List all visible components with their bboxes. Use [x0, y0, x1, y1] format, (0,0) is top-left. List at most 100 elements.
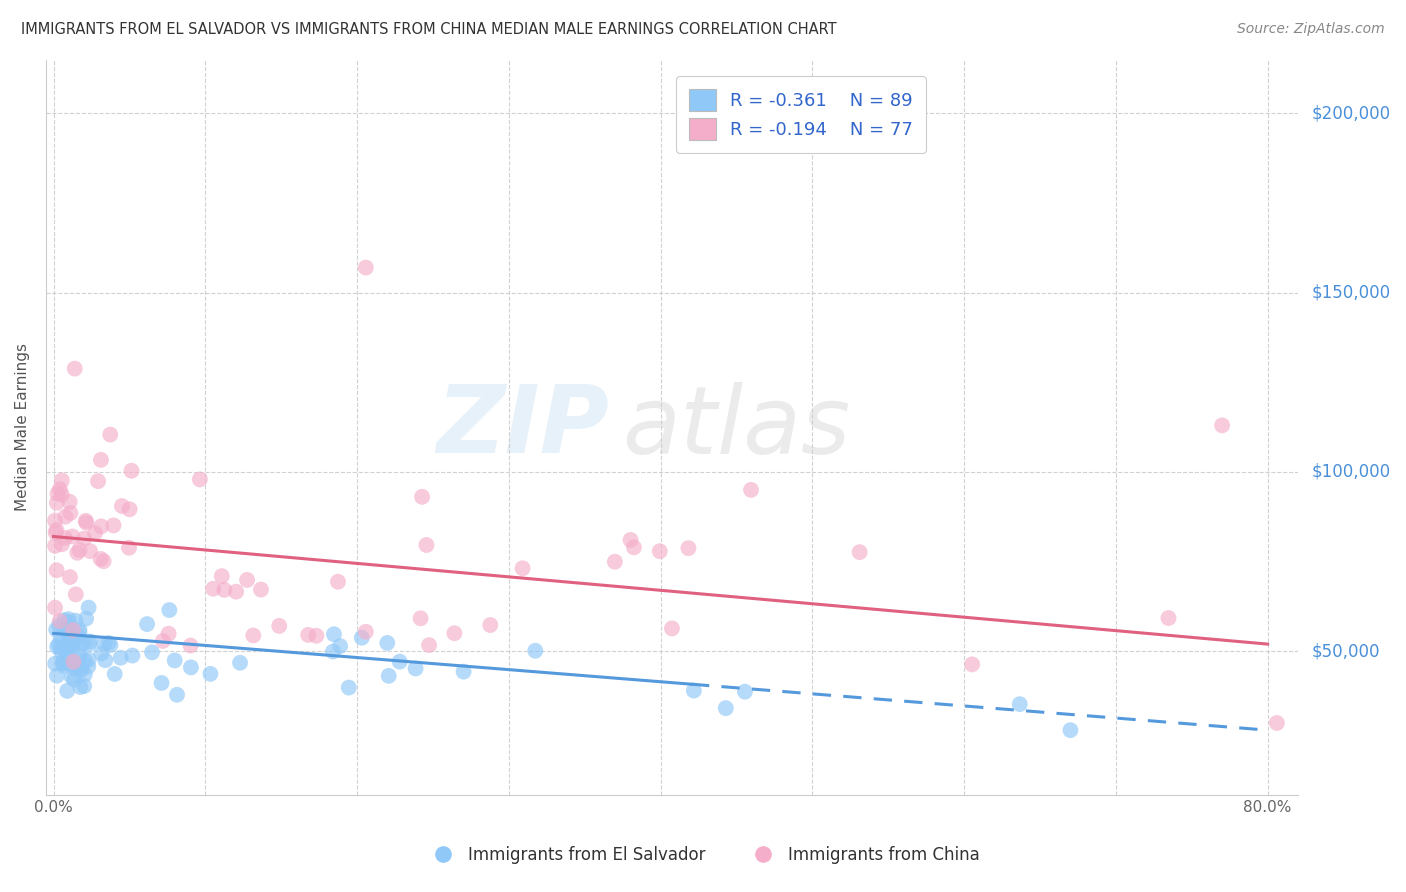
- Point: [58, 640, 80, 654]
- Point: [52, 655, 75, 669]
- Point: [150, 676, 173, 690]
- Point: [53, 613, 76, 627]
- Point: [51, 488, 73, 502]
- Point: [73, 679, 96, 693]
- Point: [180, 660, 202, 674]
- Point: [94, 653, 117, 667]
- Point: [56, 684, 79, 698]
- Point: [110, 650, 132, 665]
- Legend: R = -0.361    N = 89, R = -0.194    N = 77: R = -0.361 N = 89, R = -0.194 N = 77: [676, 76, 927, 153]
- Point: [53, 509, 76, 524]
- Point: [848, 545, 870, 559]
- Point: [62, 623, 84, 637]
- Point: [415, 538, 437, 552]
- Point: [62, 655, 84, 669]
- Point: [58, 649, 80, 664]
- Point: [51, 474, 73, 488]
- Text: ZIP: ZIP: [436, 381, 609, 473]
- Point: [44, 657, 66, 671]
- Point: [322, 644, 344, 658]
- Point: [75, 516, 97, 530]
- Point: [377, 669, 399, 683]
- Point: [229, 656, 252, 670]
- Point: [250, 582, 273, 597]
- Point: [59, 495, 82, 509]
- Point: [152, 634, 174, 648]
- Point: [1059, 723, 1081, 738]
- Point: [118, 541, 141, 555]
- Point: [51, 537, 73, 551]
- Point: [44, 600, 66, 615]
- Point: [56, 623, 79, 637]
- Point: [53, 656, 76, 670]
- Legend: Immigrants from El Salvador, Immigrants from China: Immigrants from El Salvador, Immigrants …: [419, 839, 987, 871]
- Point: [97, 636, 120, 650]
- Point: [103, 518, 125, 533]
- Point: [326, 574, 349, 589]
- Point: [45, 525, 67, 540]
- Point: [70, 663, 93, 677]
- Point: [53, 658, 76, 673]
- Point: [136, 617, 159, 632]
- Point: [58, 621, 80, 635]
- Point: [73, 667, 96, 681]
- Point: [69, 661, 91, 675]
- Point: [62, 657, 84, 672]
- Point: [48, 614, 70, 628]
- Point: [623, 541, 645, 555]
- Point: [58, 615, 80, 630]
- Point: [225, 584, 247, 599]
- Point: [1008, 697, 1031, 711]
- Point: [77, 600, 100, 615]
- Point: [58, 612, 80, 626]
- Point: [1265, 716, 1288, 731]
- Point: [418, 638, 440, 652]
- Point: [524, 644, 547, 658]
- Point: [59, 570, 82, 584]
- Point: [69, 543, 91, 558]
- Point: [67, 648, 90, 663]
- Point: [211, 569, 233, 583]
- Point: [58, 635, 80, 649]
- Text: atlas: atlas: [621, 382, 851, 473]
- Point: [337, 681, 360, 695]
- Point: [111, 499, 134, 513]
- Text: $50,000: $50,000: [1312, 642, 1381, 660]
- Point: [53, 531, 76, 545]
- Text: IMMIGRANTS FROM EL SALVADOR VS IMMIGRANTS FROM CHINA MEDIAN MALE EARNINGS CORREL: IMMIGRANTS FROM EL SALVADOR VS IMMIGRANT…: [21, 22, 837, 37]
- Point: [66, 546, 89, 560]
- Y-axis label: Median Male Earnings: Median Male Earnings: [15, 343, 30, 511]
- Point: [236, 573, 259, 587]
- Point: [77, 659, 100, 673]
- Point: [62, 657, 84, 671]
- Point: [141, 645, 163, 659]
- Point: [619, 533, 641, 547]
- Point: [75, 654, 97, 668]
- Point: [69, 625, 91, 640]
- Point: [678, 541, 700, 555]
- Point: [52, 657, 75, 671]
- Point: [69, 680, 91, 694]
- Point: [354, 260, 377, 275]
- Point: [682, 683, 704, 698]
- Point: [60, 670, 83, 684]
- Point: [79, 544, 101, 558]
- Point: [202, 582, 225, 596]
- Point: [242, 628, 264, 642]
- Point: [58, 640, 80, 655]
- Point: [49, 640, 72, 655]
- Point: [49, 482, 72, 496]
- Point: [63, 673, 86, 687]
- Point: [84, 526, 107, 541]
- Point: [63, 361, 86, 376]
- Text: $200,000: $200,000: [1312, 104, 1391, 122]
- Point: [48, 618, 70, 632]
- Point: [49, 631, 72, 645]
- Point: [46, 640, 69, 654]
- Point: [453, 665, 475, 679]
- Point: [52, 623, 75, 637]
- Point: [44, 514, 66, 528]
- Point: [118, 502, 141, 516]
- Point: [62, 529, 84, 543]
- Point: [53, 656, 76, 670]
